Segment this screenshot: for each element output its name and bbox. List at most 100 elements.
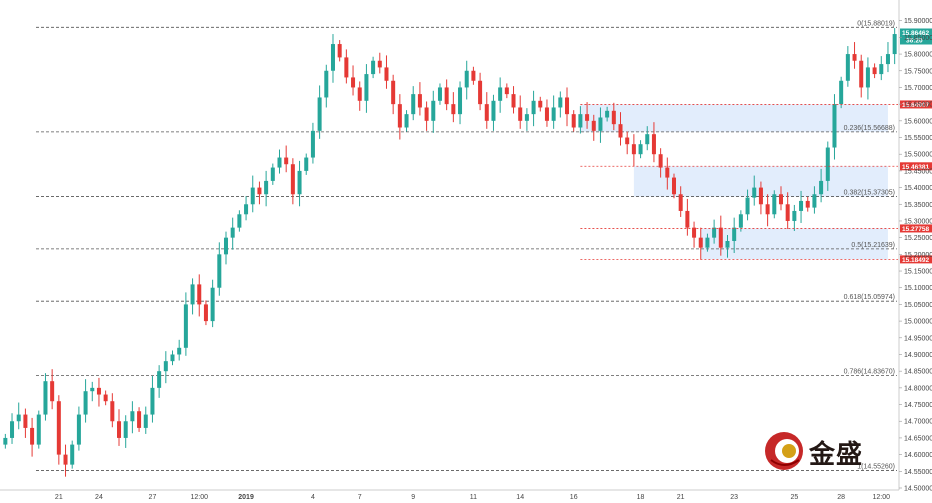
candle-body bbox=[792, 210, 797, 221]
y-tick-label: 15.80000 bbox=[904, 52, 932, 59]
x-tick-label: 28 bbox=[837, 494, 845, 501]
fib-levels-layer: 0(15.88019) 0.236(15.56688) 0.382(15.37305… bbox=[36, 20, 897, 471]
candle-body bbox=[558, 97, 563, 108]
y-tick-label: 14.75000 bbox=[904, 402, 932, 409]
candle-body bbox=[565, 97, 570, 115]
y-tick-label: 15.20000 bbox=[904, 252, 932, 259]
candle-body bbox=[290, 164, 295, 195]
fib-level-label: 0.382(15.37305) bbox=[844, 190, 895, 197]
candle-body bbox=[758, 187, 763, 205]
x-tick-label: 24 bbox=[95, 494, 103, 501]
x-tick-label: 12:00 bbox=[190, 494, 208, 501]
candle-body bbox=[551, 107, 556, 121]
support-resistance-zone bbox=[580, 104, 888, 132]
candle-body bbox=[458, 87, 463, 115]
price-tag-bg bbox=[900, 255, 932, 264]
y-tick-label: 14.80000 bbox=[904, 385, 932, 392]
candle-body bbox=[437, 87, 442, 101]
y-tick-label: 15.45000 bbox=[904, 168, 932, 175]
candle-body bbox=[424, 107, 429, 121]
candle-body bbox=[244, 204, 249, 215]
candle-body bbox=[618, 124, 623, 138]
candle-body bbox=[651, 134, 656, 155]
x-tick-label: 9 bbox=[411, 494, 415, 501]
candle-body bbox=[10, 421, 15, 438]
y-tick-label: 15.10000 bbox=[904, 285, 932, 292]
candle-body bbox=[130, 411, 135, 422]
candle-body bbox=[217, 254, 222, 288]
candle-body bbox=[685, 210, 690, 228]
price-tag-label: 15.46381 bbox=[902, 164, 929, 171]
candle-body bbox=[692, 227, 697, 238]
candle-body bbox=[484, 104, 489, 121]
candle-body bbox=[163, 361, 168, 372]
price-tag-bg bbox=[900, 28, 932, 45]
candle-body bbox=[391, 80, 396, 105]
y-tick-label: 14.90000 bbox=[904, 352, 932, 359]
x-tick-label: 12:00 bbox=[873, 494, 891, 501]
candle-body bbox=[143, 414, 148, 428]
x-tick-label: 4 bbox=[311, 494, 315, 501]
candle-body bbox=[645, 134, 650, 145]
candle-body bbox=[518, 107, 523, 121]
candle-body bbox=[203, 304, 208, 322]
candle-body bbox=[56, 401, 61, 455]
candle-body bbox=[865, 67, 870, 88]
candle-body bbox=[23, 414, 28, 428]
candle-body bbox=[250, 187, 255, 205]
price-tags-layer: 15.8646236:2015.6490715.4638115.2775815.… bbox=[580, 28, 932, 264]
candle-body bbox=[772, 194, 777, 215]
candle-body bbox=[110, 401, 115, 422]
y-tick-label: 15.60000 bbox=[904, 118, 932, 125]
candle-body bbox=[464, 70, 469, 88]
candle-body bbox=[591, 120, 596, 131]
price-tag-countdown: 36:20 bbox=[906, 37, 923, 44]
candle-body bbox=[3, 437, 8, 445]
candle-body bbox=[377, 60, 382, 68]
candle-body bbox=[284, 157, 289, 165]
candle-body bbox=[177, 347, 182, 355]
candle-body bbox=[337, 44, 342, 58]
candles-layer bbox=[3, 28, 897, 477]
candle-body bbox=[504, 87, 509, 95]
logo-text: 金盛 bbox=[809, 440, 864, 470]
candle-body bbox=[397, 104, 402, 128]
candle-body bbox=[638, 144, 643, 155]
candle-body bbox=[63, 454, 68, 465]
candle-body bbox=[712, 227, 717, 238]
candle-body bbox=[825, 147, 830, 181]
candle-body bbox=[805, 200, 810, 208]
candle-body bbox=[491, 100, 496, 121]
candle-body bbox=[230, 227, 235, 238]
zones-layer bbox=[580, 104, 888, 260]
x-tick-label: 18 bbox=[637, 494, 645, 501]
y-tick-label: 14.95000 bbox=[904, 335, 932, 342]
candle-body bbox=[50, 381, 55, 402]
candle-body bbox=[344, 57, 349, 78]
candle-body bbox=[524, 114, 529, 121]
candle-body bbox=[170, 354, 175, 362]
candle-body bbox=[738, 214, 743, 228]
brand-logo: 金盛 bbox=[763, 430, 873, 476]
fib-level-label: 0(15.88019) bbox=[857, 20, 895, 27]
candle-body bbox=[819, 180, 824, 195]
candle-body bbox=[698, 237, 703, 248]
candle-body bbox=[384, 67, 389, 81]
y-tick-label: 15.40000 bbox=[904, 185, 932, 192]
candle-body bbox=[257, 187, 262, 195]
fib-level-label: 0.786(14.83670) bbox=[844, 369, 895, 376]
candle-body bbox=[304, 157, 309, 171]
x-tick-label: 27 bbox=[149, 494, 157, 501]
candle-body bbox=[451, 104, 456, 115]
candle-body bbox=[317, 97, 322, 131]
candle-body bbox=[631, 144, 636, 155]
y-axis: 15.90000 15.85000 15.80000 15.75000 15.70000… bbox=[898, 0, 932, 493]
y-tick-label: 14.85000 bbox=[904, 369, 932, 376]
y-tick-label: 14.55000 bbox=[904, 469, 932, 476]
candle-body bbox=[70, 444, 75, 465]
y-tick-label: 15.65000 bbox=[904, 102, 932, 109]
candle-body bbox=[357, 87, 362, 101]
candle-body bbox=[183, 304, 188, 348]
fib-level-label: 0.236(15.56688) bbox=[844, 125, 895, 132]
